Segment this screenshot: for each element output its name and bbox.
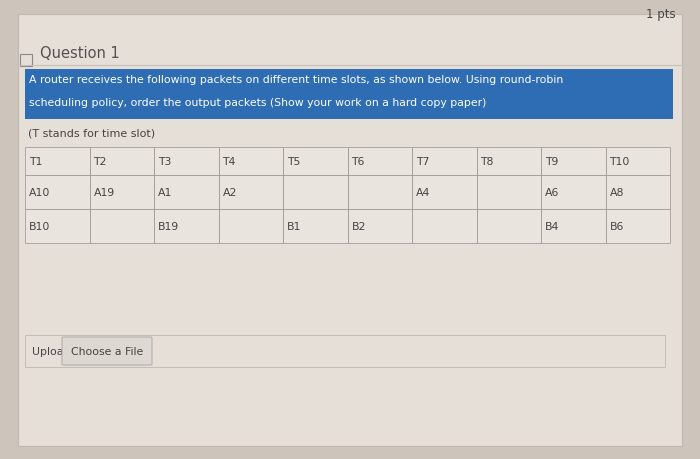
Bar bbox=[218, 176, 283, 210]
Bar bbox=[477, 210, 541, 243]
Bar bbox=[477, 176, 541, 210]
Text: A6: A6 bbox=[545, 188, 559, 197]
Bar bbox=[347, 148, 412, 176]
Text: T10: T10 bbox=[610, 157, 630, 167]
Text: B19: B19 bbox=[158, 222, 179, 231]
Text: Question 1: Question 1 bbox=[40, 46, 120, 61]
Bar bbox=[218, 210, 283, 243]
Bar bbox=[541, 176, 606, 210]
Bar bbox=[283, 210, 347, 243]
Bar bbox=[412, 210, 477, 243]
Text: 1 pts: 1 pts bbox=[646, 8, 676, 21]
Bar bbox=[412, 148, 477, 176]
Bar bbox=[25, 176, 90, 210]
Text: B4: B4 bbox=[545, 222, 559, 231]
Bar bbox=[90, 148, 154, 176]
Bar bbox=[606, 210, 670, 243]
Bar bbox=[154, 210, 218, 243]
Text: T3: T3 bbox=[158, 157, 172, 167]
Bar bbox=[606, 176, 670, 210]
Bar bbox=[154, 148, 218, 176]
Text: B10: B10 bbox=[29, 222, 50, 231]
FancyBboxPatch shape bbox=[62, 337, 152, 365]
Text: A4: A4 bbox=[416, 188, 430, 197]
Text: A10: A10 bbox=[29, 188, 50, 197]
Text: A router receives the following packets on different time slots, as shown below.: A router receives the following packets … bbox=[29, 75, 564, 85]
Text: B2: B2 bbox=[351, 222, 366, 231]
Bar bbox=[90, 176, 154, 210]
Text: B6: B6 bbox=[610, 222, 624, 231]
Text: T6: T6 bbox=[351, 157, 365, 167]
Bar bbox=[25, 210, 90, 243]
Text: A2: A2 bbox=[223, 188, 237, 197]
Text: Upload: Upload bbox=[32, 346, 71, 356]
Text: B1: B1 bbox=[287, 222, 302, 231]
Text: T1: T1 bbox=[29, 157, 43, 167]
Bar bbox=[90, 210, 154, 243]
Text: scheduling policy, order the output packets (Show your work on a hard copy paper: scheduling policy, order the output pack… bbox=[29, 98, 486, 108]
Bar bbox=[541, 148, 606, 176]
Bar bbox=[218, 148, 283, 176]
Text: T7: T7 bbox=[416, 157, 429, 167]
Text: A8: A8 bbox=[610, 188, 624, 197]
Text: T5: T5 bbox=[287, 157, 300, 167]
Bar bbox=[477, 148, 541, 176]
Bar bbox=[154, 176, 218, 210]
Bar bbox=[283, 176, 347, 210]
Text: (T stands for time slot): (T stands for time slot) bbox=[28, 128, 155, 138]
Text: T4: T4 bbox=[223, 157, 236, 167]
Text: T2: T2 bbox=[94, 157, 107, 167]
Bar bbox=[606, 148, 670, 176]
Text: T8: T8 bbox=[480, 157, 494, 167]
Text: A19: A19 bbox=[94, 188, 115, 197]
Bar bbox=[25, 335, 665, 367]
Text: T9: T9 bbox=[545, 157, 559, 167]
Bar bbox=[25, 148, 90, 176]
Text: A1: A1 bbox=[158, 188, 172, 197]
Bar bbox=[347, 176, 412, 210]
Bar bbox=[412, 176, 477, 210]
Bar bbox=[20, 55, 32, 67]
Bar bbox=[25, 70, 673, 120]
Text: Choose a File: Choose a File bbox=[71, 346, 143, 356]
Bar bbox=[283, 148, 347, 176]
Bar bbox=[347, 210, 412, 243]
Bar bbox=[541, 210, 606, 243]
